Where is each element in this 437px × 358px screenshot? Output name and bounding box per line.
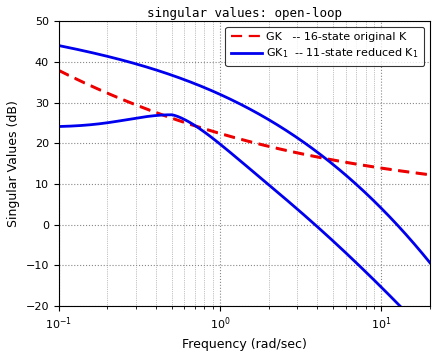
GK   -- 16-state original K [293,150,298,154]
GK   -- 16-state original K [376,165,381,169]
Title: singular values: open-loop: singular values: open-loop [147,7,342,20]
GK   -- 16-state original K [272,145,277,149]
X-axis label: Frequency (rad/sec): Frequency (rad/sec) [182,338,307,351]
GK$_1$  -- 11-state reduced K$_1$ [427,261,433,265]
Y-axis label: Singular Values (dB): Singular Values (dB) [7,100,20,227]
GK$_1$  -- 11-state reduced K$_1$ [376,203,381,208]
GK$_1$  -- 11-state reduced K$_1$ [293,134,298,139]
GK   -- 16-state original K [281,147,287,152]
GK   -- 16-state original K [56,68,61,72]
GK   -- 16-state original K [79,79,84,83]
GK$_1$  -- 11-state reduced K$_1$ [281,127,287,131]
GK$_1$  -- 11-state reduced K$_1$ [338,168,343,173]
GK$_1$  -- 11-state reduced K$_1$ [272,121,277,125]
GK   -- 16-state original K [427,172,433,176]
Legend: GK   -- 16-state original K, GK$_1$  -- 11-state reduced K$_1$: GK -- 16-state original K, GK$_1$ -- 11-… [225,26,424,66]
GK$_1$  -- 11-state reduced K$_1$ [56,43,61,48]
GK   -- 16-state original K [338,159,343,163]
Line: GK   -- 16-state original K: GK -- 16-state original K [59,70,430,174]
Line: GK$_1$  -- 11-state reduced K$_1$: GK$_1$ -- 11-state reduced K$_1$ [59,45,430,263]
GK$_1$  -- 11-state reduced K$_1$ [79,48,84,53]
